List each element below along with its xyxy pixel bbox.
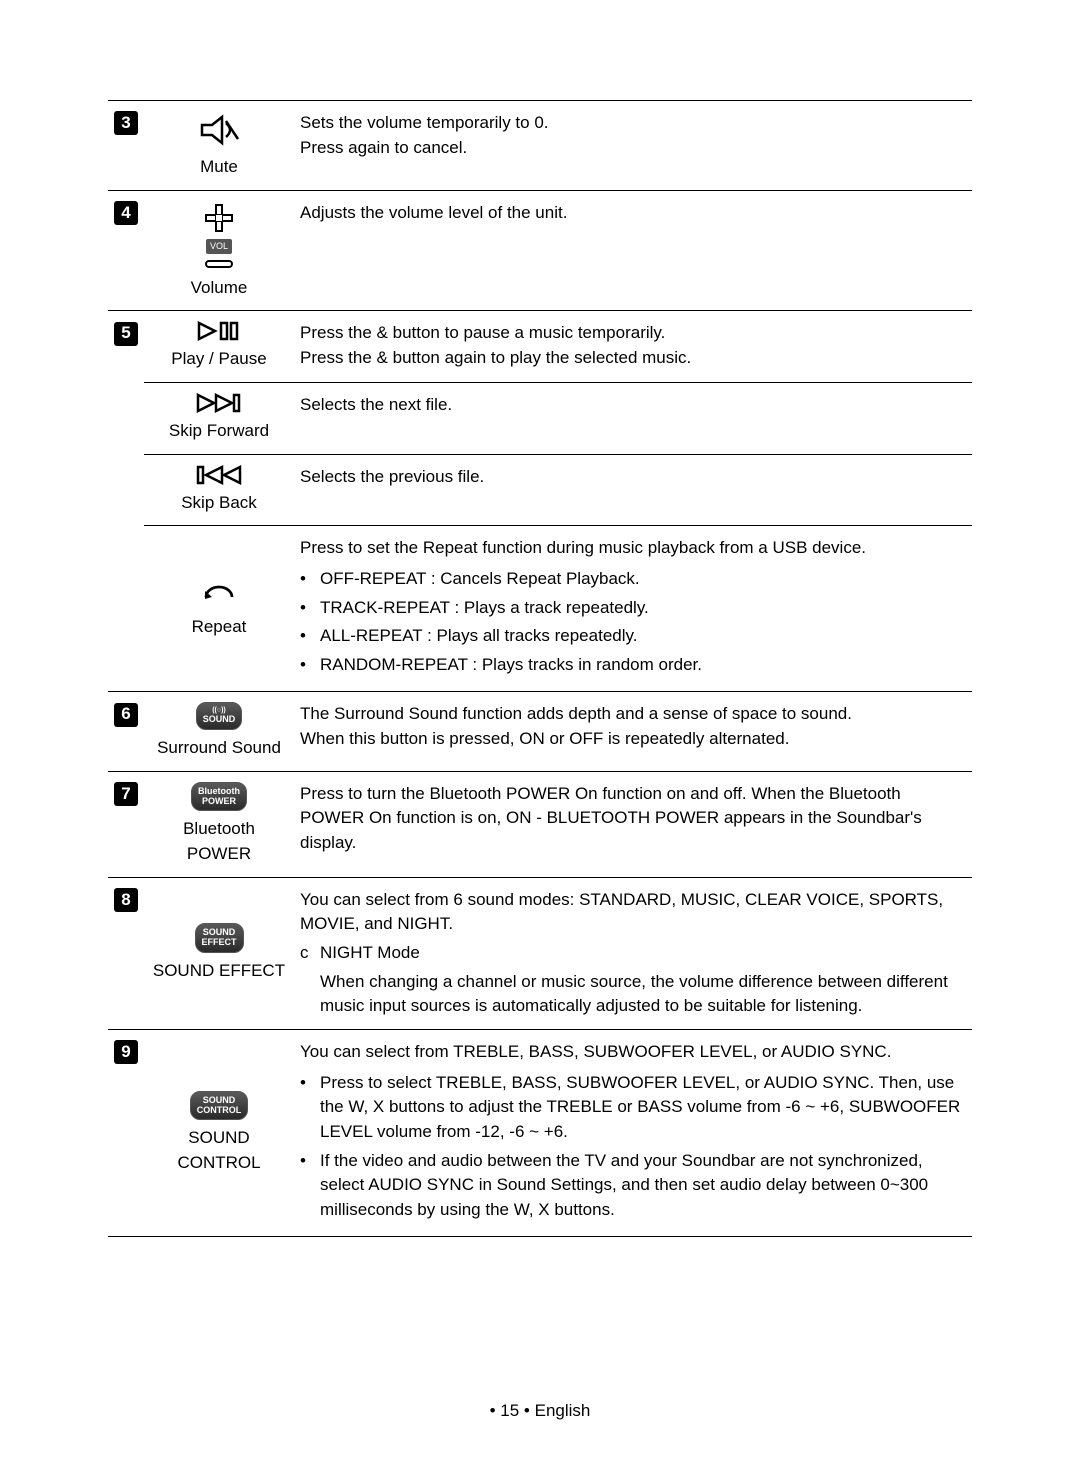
badge-3: 3 (114, 111, 138, 135)
play-pause-icon: Play / Pause (150, 321, 288, 372)
skip-back-label: Skip Back (181, 491, 257, 516)
surround-desc: The Surround Sound function adds depth a… (294, 692, 972, 771)
row-skip-back: Skip Back Selects the previous file. (108, 454, 972, 526)
play-pause-desc: Press the & button to pause a music temp… (294, 311, 972, 383)
badge-8: 8 (114, 888, 138, 912)
sound-effect-desc: You can select from 6 sound modes: STAND… (294, 877, 972, 1029)
badge-7: 7 (114, 782, 138, 806)
skip-forward-label: Skip Forward (169, 419, 269, 444)
row-sound-effect: 8 SOUND EFFECT SOUND EFFECT You can sele… (108, 877, 972, 1029)
bluetooth-power-desc: Press to turn the Bluetooth POWER On fun… (294, 771, 972, 877)
mute-label: Mute (200, 155, 238, 180)
skip-forward-icon: Skip Forward (150, 393, 288, 444)
repeat-desc: Press to set the Repeat function during … (294, 526, 972, 692)
repeat-icon: Repeat (150, 579, 288, 640)
badge-9: 9 (114, 1040, 138, 1064)
sound-effect-label: SOUND EFFECT (153, 959, 285, 984)
vol-badge: VOL (206, 239, 232, 254)
row-skip-forward: Skip Forward Selects the next file. (108, 382, 972, 454)
volume-desc: Adjusts the volume level of the unit. (294, 190, 972, 311)
remote-functions-table: 3 Mute Sets the volume temporarily to 0.… (108, 100, 972, 1237)
badge-5: 5 (114, 322, 138, 346)
repeat-label: Repeat (192, 615, 247, 640)
volume-icon: VOL Volume (150, 201, 288, 301)
row-surround-sound: 6 ((○)) SOUND Surround Sound The Surroun… (108, 692, 972, 771)
sound-control-icon: SOUND CONTROL SOUND CONTROL (150, 1091, 288, 1176)
row-volume: 4 VOL Volume Adjusts the volume level of… (108, 190, 972, 311)
skip-forward-desc: Selects the next file. (294, 382, 972, 454)
row-repeat: Repeat Press to set the Repeat function … (108, 526, 972, 692)
sound-control-desc: You can select from TREBLE, BASS, SUBWOO… (294, 1029, 972, 1236)
bluetooth-power-icon: Bluetooth POWER Bluetooth POWER (150, 782, 288, 867)
mute-icon: Mute (150, 111, 288, 180)
play-pause-label: Play / Pause (171, 347, 266, 372)
sound-control-label: SOUND CONTROL (150, 1126, 288, 1175)
row-bluetooth-power: 7 Bluetooth POWER Bluetooth POWER Press … (108, 771, 972, 877)
skip-back-icon: Skip Back (150, 465, 288, 516)
volume-label: Volume (191, 276, 248, 301)
mute-desc: Sets the volume temporarily to 0. Press … (294, 101, 972, 191)
row-play-pause: 5 Play / Pause Press the & button to pau… (108, 311, 972, 383)
bluetooth-power-label: Bluetooth POWER (150, 817, 288, 866)
surround-sound-icon: ((○)) SOUND Surround Sound (150, 702, 288, 760)
badge-6: 6 (114, 703, 138, 727)
badge-4: 4 (114, 201, 138, 225)
skip-back-desc: Selects the previous file. (294, 454, 972, 526)
surround-sound-label: Surround Sound (157, 736, 281, 761)
row-mute: 3 Mute Sets the volume temporarily to 0.… (108, 101, 972, 191)
page-footer: • 15 • English (0, 1401, 1080, 1421)
sound-effect-icon: SOUND EFFECT SOUND EFFECT (150, 923, 288, 983)
row-sound-control: 9 SOUND CONTROL SOUND CONTROL You can se… (108, 1029, 972, 1236)
